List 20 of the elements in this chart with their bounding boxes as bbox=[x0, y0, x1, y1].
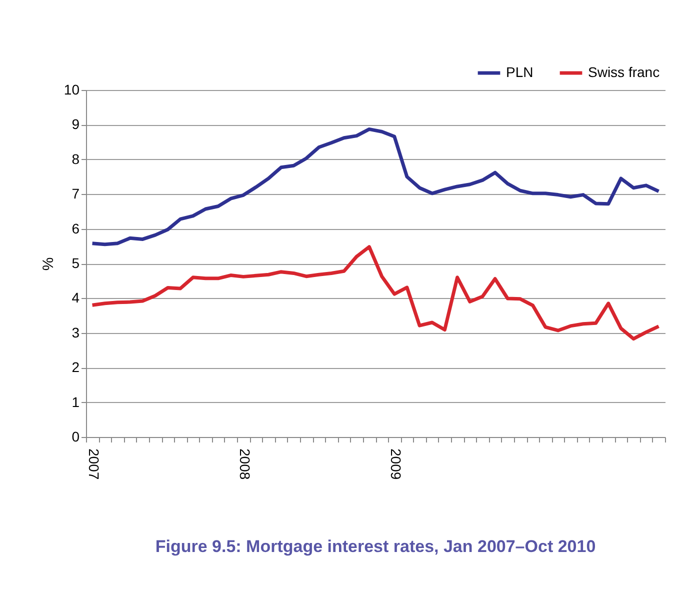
line-series bbox=[90, 245, 660, 341]
y-tick-label: 2 bbox=[72, 359, 80, 376]
y-tick-label: 4 bbox=[72, 290, 80, 306]
text: Figure 9.5: Mortgage interest rates, Jan 2007–Oct 2010 bbox=[155, 537, 596, 556]
y-tick-label: 1 bbox=[72, 394, 80, 410]
legend-label: PLN bbox=[506, 64, 534, 80]
y-tick-label: 0 bbox=[72, 428, 80, 444]
legend-label: Swiss franc bbox=[588, 64, 660, 80]
x-tick-label: 2007 bbox=[86, 448, 102, 480]
y-tick-label: 10 bbox=[64, 82, 80, 98]
y-tick-label: 5 bbox=[72, 255, 80, 271]
y-tick-label: 6 bbox=[72, 220, 80, 236]
y-axis-title: % bbox=[40, 257, 57, 271]
line-series bbox=[90, 127, 660, 246]
x-tick-label: 2008 bbox=[236, 448, 253, 480]
y-tick-label: 3 bbox=[72, 324, 80, 340]
y-tick-label: 8 bbox=[72, 150, 80, 167]
y-tick-label: 9 bbox=[72, 116, 80, 132]
x-tick-label: 2009 bbox=[388, 448, 404, 480]
y-tick-label: 7 bbox=[72, 186, 80, 202]
